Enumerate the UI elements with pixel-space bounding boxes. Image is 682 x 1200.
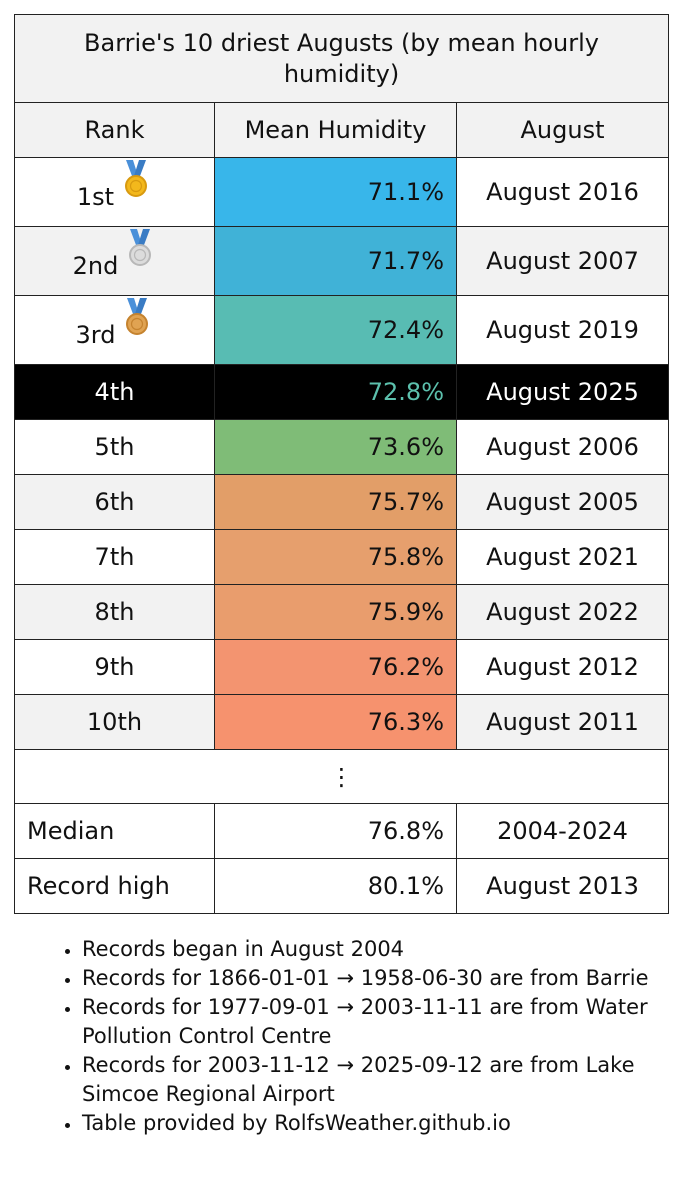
note-item: Table provided by RolfsWeather.github.io [82, 1109, 672, 1138]
humidity-value-cell: 72.8% [214, 364, 457, 420]
table-row: 3rd 72.4% August 2019 [14, 295, 670, 365]
notes-list: Records began in August 2004 Records for… [36, 935, 672, 1138]
stat-row: Record high 80.1% August 2013 [14, 858, 670, 914]
stat-august: 2004-2024 [455, 803, 670, 859]
humidity-value-cell: 75.8% [214, 529, 457, 585]
humidity-value-cell: 75.9% [214, 584, 457, 640]
rank-label: 2nd [72, 252, 119, 280]
rank-cell: 3rd [14, 295, 215, 365]
stat-label: Record high [14, 858, 215, 914]
humidity-value-cell: 76.3% [214, 694, 457, 750]
column-header-august: August [455, 102, 670, 158]
stat-value: 76.8% [214, 803, 457, 859]
rank-cell: 8th [14, 584, 215, 640]
humidity-value-cell: 72.4% [214, 295, 457, 365]
note-item: Records for 1866-01-01 → 1958-06-30 are … [82, 964, 672, 993]
stat-label: Median [14, 803, 215, 859]
table-row: 2nd 71.7% August 2007 [14, 226, 670, 296]
table-row: 10th 76.3% August 2011 [14, 694, 670, 750]
silver-medal-icon [129, 229, 152, 266]
humidity-value-cell: 76.2% [214, 639, 457, 695]
table-title: Barrie's 10 driest Augusts (by mean hour… [13, 14, 670, 103]
august-cell: August 2011 [455, 694, 670, 750]
bronze-medal-icon [126, 298, 149, 335]
table-row: 8th 75.9% August 2022 [14, 584, 670, 640]
rank-label: 9th [94, 653, 135, 681]
humidity-value-cell: 71.1% [214, 157, 457, 227]
table-row: 9th 76.2% August 2012 [14, 639, 670, 695]
rank-label: 5th [94, 433, 135, 461]
ellipsis-row: ⋮ [13, 749, 670, 804]
rank-label: 1st [76, 183, 115, 211]
august-cell: August 2019 [455, 295, 670, 365]
august-cell: August 2022 [455, 584, 670, 640]
rank-cell: 6th [14, 474, 215, 530]
rank-label: 8th [94, 598, 135, 626]
august-cell: August 2021 [455, 529, 670, 585]
stat-august: August 2013 [455, 858, 670, 914]
note-item: Records for 1977-09-01 → 2003-11-11 are … [82, 993, 672, 1051]
rank-label: 10th [86, 708, 143, 736]
table-row: 5th 73.6% August 2006 [14, 419, 670, 475]
rank-cell: 10th [14, 694, 215, 750]
note-item: Records for 2003-11-12 → 2025-09-12 are … [82, 1051, 672, 1109]
column-header-mean-humidity: Mean Humidity [214, 102, 457, 158]
ellipsis-cell: ⋮ [13, 749, 670, 804]
humidity-value-cell: 71.7% [214, 226, 457, 296]
august-cell: August 2025 [455, 364, 670, 420]
rank-cell: 7th [14, 529, 215, 585]
rank-cell: 2nd [14, 226, 215, 296]
august-cell: August 2006 [455, 419, 670, 475]
note-item: Records began in August 2004 [82, 935, 672, 964]
rank-label: 7th [94, 543, 135, 571]
august-cell: August 2012 [455, 639, 670, 695]
august-cell: August 2016 [455, 157, 670, 227]
gold-medal-icon [125, 160, 148, 197]
humidity-ranking-table: Barrie's 10 driest Augusts (by mean hour… [13, 14, 670, 914]
rank-cell: 1st [14, 157, 215, 227]
rank-cell: 4th [14, 364, 215, 420]
humidity-value-cell: 73.6% [214, 419, 457, 475]
table-row: 7th 75.8% August 2021 [14, 529, 670, 585]
rank-cell: 5th [14, 419, 215, 475]
column-header-rank: Rank [14, 102, 215, 158]
humidity-value-cell: 75.7% [214, 474, 457, 530]
rank-label: 6th [94, 488, 135, 516]
table-row: 4th 72.8% August 2025 [14, 364, 670, 420]
rank-cell: 9th [14, 639, 215, 695]
august-cell: August 2005 [455, 474, 670, 530]
table-row: 6th 75.7% August 2005 [14, 474, 670, 530]
rank-label: 4th [94, 378, 135, 406]
stat-value: 80.1% [214, 858, 457, 914]
rank-label: 3rd [75, 321, 116, 349]
table-row: 1st 71.1% August 2016 [14, 157, 670, 227]
august-cell: August 2007 [455, 226, 670, 296]
stat-row: Median 76.8% 2004-2024 [14, 803, 670, 859]
